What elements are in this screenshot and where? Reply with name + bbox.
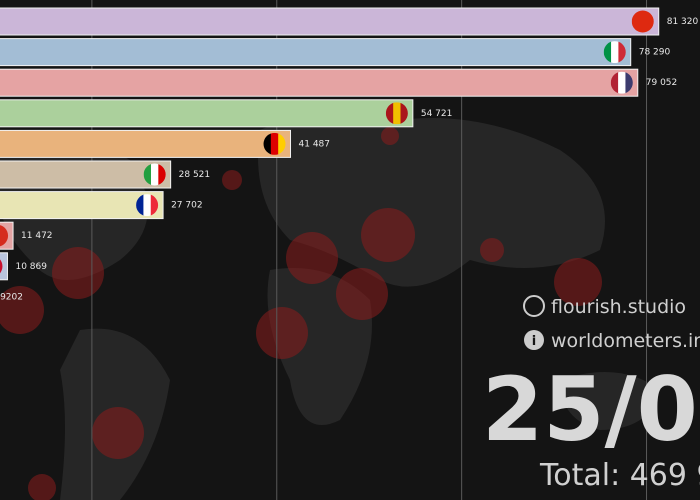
- flag: [631, 10, 654, 33]
- bar: [0, 160, 172, 189]
- source-text: flourish.studio: [551, 296, 686, 318]
- sources: i flourish.studio worldometers.in: [523, 295, 700, 352]
- bar: [0, 68, 639, 97]
- flag: [143, 163, 166, 186]
- flag-band: [625, 71, 633, 94]
- bar: [0, 129, 292, 158]
- bar: [0, 191, 164, 220]
- world-map: [0, 112, 660, 500]
- flag-band: [143, 163, 152, 186]
- value-label: 27 702: [171, 201, 203, 211]
- flag-band: [400, 102, 408, 125]
- bar: [0, 38, 632, 67]
- value-label: 10 869: [15, 262, 47, 272]
- value-label: 81 320: [667, 17, 699, 27]
- case-circles: [0, 127, 602, 500]
- flag-band: [0, 224, 9, 247]
- flag-band: [610, 71, 619, 94]
- flag-band: [263, 132, 272, 155]
- bar: [0, 252, 8, 281]
- value-label: 9202: [0, 292, 23, 302]
- flag-band: [270, 132, 279, 155]
- value-label: 28 521: [179, 170, 211, 180]
- flag-band: [393, 102, 402, 125]
- source-text: worldometers.in: [551, 330, 700, 352]
- flag-band: [0, 255, 3, 278]
- flag-band: [603, 41, 612, 64]
- bar: [0, 99, 414, 128]
- flag: [603, 41, 626, 64]
- flag: [0, 255, 3, 278]
- value-label: 79 052: [646, 78, 678, 88]
- flag-band: [278, 132, 286, 155]
- flag-band: [150, 163, 159, 186]
- value-label: 41 487: [299, 139, 331, 149]
- total-label: Total: 469 9: [539, 458, 700, 493]
- flag-band: [150, 194, 159, 217]
- flag-band: [136, 194, 144, 217]
- flag-band: [618, 71, 626, 94]
- value-label: 78 290: [639, 48, 671, 58]
- flag-band: [611, 41, 619, 64]
- flag-band: [385, 102, 394, 125]
- flag-band: [618, 41, 626, 64]
- flag: [610, 71, 633, 94]
- value-label: 11 472: [21, 231, 52, 241]
- flag: [0, 224, 9, 247]
- flag-band: [631, 10, 654, 33]
- value-label: 54 721: [421, 109, 453, 119]
- bar: [0, 7, 660, 36]
- svg-text:i: i: [532, 334, 536, 349]
- flag-band: [143, 194, 152, 217]
- flag: [385, 102, 408, 125]
- flag: [136, 194, 159, 217]
- flag: [263, 132, 286, 155]
- flag-band: [158, 163, 166, 186]
- date-label: 25/03: [482, 358, 700, 461]
